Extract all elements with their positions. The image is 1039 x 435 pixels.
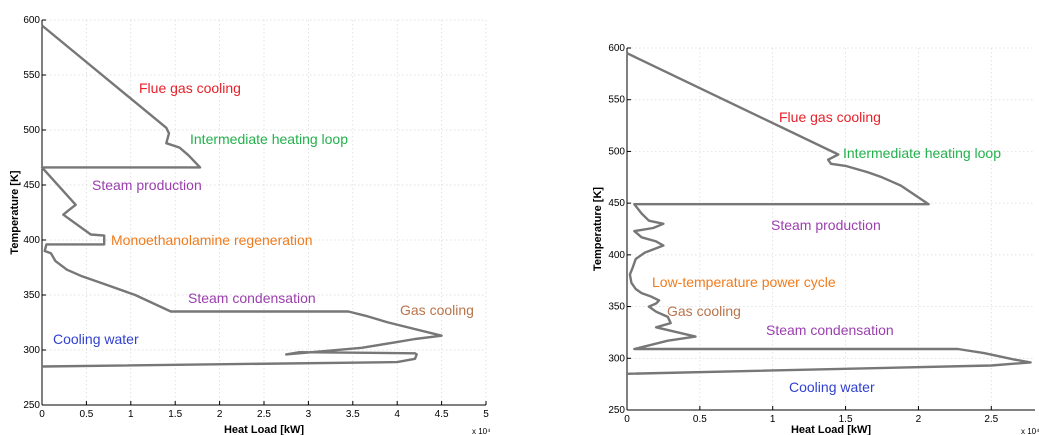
chart2-x-tick-label: 1.5 [839,414,853,425]
chart2-x-multiplier: x 10⁴ [1021,427,1039,435]
chart1-y-axis-label: Temperature [K] [9,170,21,254]
chart1-annotation-label: Monoethanolamine regeneration [111,232,313,248]
chart1-x-axis-label: Heat Load [kW] [224,424,304,435]
chart2-y-axis-label: Temperature [K] [592,187,604,271]
chart2-y-tick-label: 450 [608,198,625,209]
chart1-x-tick-label: 1.5 [168,409,182,420]
chart2-annotation-label: Steam production [771,217,881,233]
chart1-annotation-label: Intermediate heating loop [190,131,348,147]
chart1-x-tick-label: 3 [306,409,312,420]
chart1-x-tick-label: 4 [394,409,400,420]
chart1-y-tick-label: 300 [23,345,40,356]
chart2-y-tick-label: 400 [608,250,625,261]
chart1-x-tick-label: 1 [128,409,134,420]
chart1-y-tick-label: 550 [23,70,40,81]
chart1-y-tick-label: 500 [23,125,40,136]
chart2-x-axis-label: Heat Load [kW] [791,424,871,435]
chart2-x-tick-label: 2 [916,414,922,425]
chart1-temperature-heat-curve [40,24,443,368]
chart1-x-tick-label: 4.5 [435,409,449,420]
chart1-x-tick-label: 0 [39,409,45,420]
chart1-x-multiplier: x 10⁴ [472,427,491,435]
chart1-annotation-label: Gas cooling [400,302,474,318]
chart2-y-tick-label: 300 [608,353,625,364]
chart2-x-tick-label: 2.5 [984,414,998,425]
chart2-y-tick-label: 250 [608,405,625,416]
chart1-annotation-label: Steam production [92,177,202,193]
chart2-x-tick-label: 1 [770,414,776,425]
chart2-x-tick-label: 0 [624,414,630,425]
chart1-x-tick-label: 5 [483,409,489,420]
chart2-annotation-label: Flue gas cooling [779,109,881,125]
chart2-x-tick-label: 0.5 [693,414,707,425]
chart1-annotation-label: Flue gas cooling [139,80,241,96]
chart1-y-tick-label: 600 [23,15,40,26]
chart2-y-tick-label: 350 [608,302,625,313]
chart1-x-tick-label: 2.5 [257,409,271,420]
chart2-temperature-heat-curve [626,52,1032,375]
chart1-y-tick-label: 250 [23,400,40,411]
chart2-annotation-label: Steam condensation [766,322,894,338]
chart1-x-tick-label: 3.5 [346,409,360,420]
chart2-y-tick-label: 550 [608,95,625,106]
chart2-annotation-label: Intermediate heating loop [843,145,1001,161]
chart1-x-tick-label: 0.5 [79,409,93,420]
chart2-annotation-label: Gas cooling [667,303,741,319]
chart2-y-tick-label: 600 [608,43,625,54]
chart2-y-tick-label: 500 [608,146,625,157]
chart1-y-tick-label: 350 [23,290,40,301]
chart1-annotation-label: Cooling water [53,331,139,347]
chart2-annotation-label: Low-temperature power cycle [652,274,836,290]
chart1-y-tick-label: 450 [23,180,40,191]
chart1-annotation-label: Steam condensation [188,290,316,306]
chart1-x-tick-label: 2 [217,409,223,420]
chart1-y-tick-label: 400 [23,235,40,246]
chart2-annotation-label: Cooling water [789,379,875,395]
